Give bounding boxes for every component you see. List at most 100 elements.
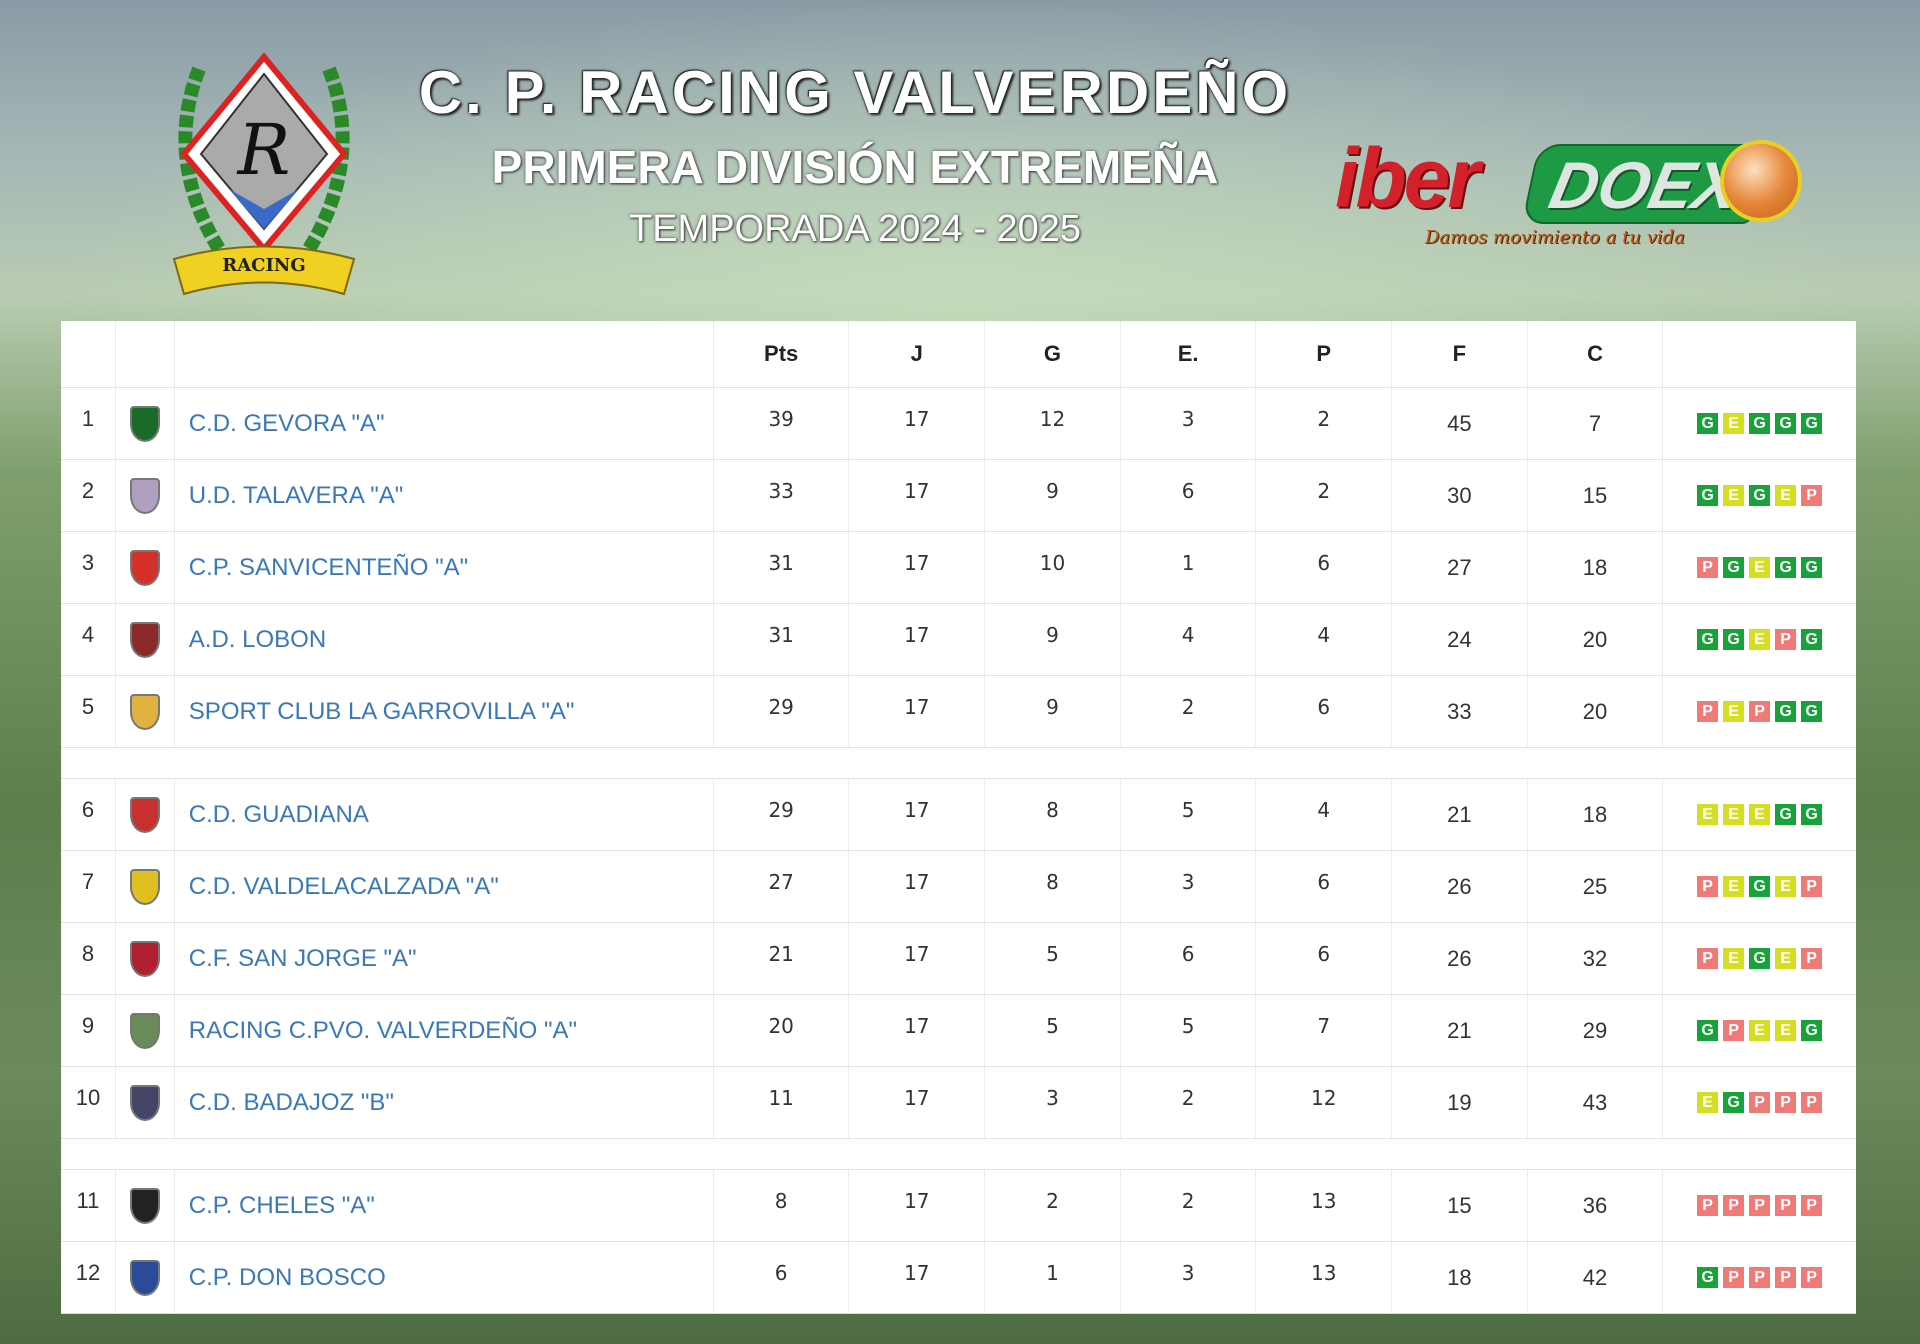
form-badge: G bbox=[1801, 1020, 1823, 1041]
rank: 5 bbox=[61, 676, 116, 747]
team-name-link[interactable]: C.P. SANVICENTEÑO "A" bbox=[175, 532, 714, 603]
table-row: 5 SPORT CLUB LA GARROVILLA "A" 29 17 9 2 6 33 2… bbox=[61, 675, 1856, 747]
goals-against: 15 bbox=[1528, 460, 1664, 531]
team-name-link[interactable]: RACING C.PVO. VALVERDEÑO "A" bbox=[175, 995, 714, 1066]
rank: 7 bbox=[61, 851, 116, 922]
team-name-link[interactable]: C.P. CHELES "A" bbox=[175, 1170, 714, 1241]
team-crest-icon bbox=[116, 851, 175, 922]
table-row: 2 U.D. TALAVERA "A" 33 17 9 6 2 30 15 G E G E P bbox=[61, 459, 1856, 531]
team-name-link[interactable]: C.D. BADAJOZ "B" bbox=[175, 1067, 714, 1138]
drawn: 6 bbox=[1121, 460, 1257, 531]
goals-against: 18 bbox=[1528, 779, 1664, 850]
goals-for: 30 bbox=[1392, 460, 1528, 531]
goals-for: 45 bbox=[1392, 388, 1528, 459]
drawn: 4 bbox=[1121, 604, 1257, 675]
form-badge: E bbox=[1749, 557, 1771, 578]
team-crest-shape bbox=[129, 693, 160, 730]
team-crest-shape bbox=[129, 477, 160, 514]
table-row: 3 C.P. SANVICENTEÑO "A" 31 17 10 1 6 27 18 P G E G G bbox=[61, 531, 1856, 603]
team-name-link[interactable]: C.D. VALDELACALZADA "A" bbox=[175, 851, 714, 922]
table-row: 4 A.D. LOBON 31 17 9 4 4 24 20 G G E P G bbox=[61, 603, 1856, 675]
team-name-link[interactable]: C.D. GEVORA "A" bbox=[175, 388, 714, 459]
lost: 13 bbox=[1256, 1242, 1393, 1313]
form-badge: E bbox=[1697, 804, 1719, 825]
goals-for: 21 bbox=[1392, 995, 1528, 1066]
header-logo bbox=[116, 321, 175, 387]
form-badge: E bbox=[1697, 1092, 1719, 1113]
team-crest-shape bbox=[129, 1187, 160, 1224]
rank: 1 bbox=[61, 388, 116, 459]
form-badge: G bbox=[1749, 948, 1771, 969]
form-badge: P bbox=[1697, 701, 1719, 722]
form-badge: G bbox=[1801, 413, 1823, 434]
form-badge: G bbox=[1801, 557, 1823, 578]
goals-for: 21 bbox=[1392, 779, 1528, 850]
points: 8 bbox=[714, 1170, 850, 1241]
form-badge: E bbox=[1749, 1020, 1771, 1041]
points: 11 bbox=[714, 1067, 850, 1138]
form-badge: E bbox=[1775, 948, 1797, 969]
svg-text:R: R bbox=[236, 109, 291, 191]
drawn: 3 bbox=[1121, 388, 1257, 459]
played: 17 bbox=[849, 851, 986, 922]
points: 6 bbox=[714, 1242, 850, 1313]
won: 10 bbox=[985, 532, 1121, 603]
sponsor-logo-part1: iber bbox=[1335, 131, 1480, 225]
goals-for: 33 bbox=[1392, 676, 1528, 747]
form-badge: E bbox=[1723, 948, 1745, 969]
drawn: 2 bbox=[1121, 1067, 1257, 1138]
page-title: C. P. RACING VALVERDEÑO bbox=[418, 59, 1292, 126]
table-row: 10 C.D. BADAJOZ "B" 11 17 3 2 12 19 43 E G P P P bbox=[61, 1066, 1856, 1138]
team-crest-icon bbox=[116, 995, 175, 1066]
header-played: J bbox=[849, 321, 986, 387]
header-lost: P bbox=[1256, 321, 1393, 387]
form-badge: P bbox=[1801, 1267, 1823, 1288]
goals-for: 18 bbox=[1392, 1242, 1528, 1313]
form-badge: P bbox=[1801, 948, 1823, 969]
played: 17 bbox=[849, 532, 986, 603]
form-badge: G bbox=[1775, 701, 1797, 722]
won: 9 bbox=[985, 604, 1121, 675]
form-badge: G bbox=[1697, 1020, 1719, 1041]
form-badge: G bbox=[1749, 413, 1771, 434]
team-name-link[interactable]: U.D. TALAVERA "A" bbox=[175, 460, 714, 531]
goals-for: 26 bbox=[1392, 851, 1528, 922]
form-badge: G bbox=[1749, 876, 1771, 897]
won: 5 bbox=[985, 923, 1121, 994]
goals-for: 15 bbox=[1392, 1170, 1528, 1241]
points: 20 bbox=[714, 995, 850, 1066]
form-badge: P bbox=[1697, 876, 1719, 897]
team-name-link[interactable]: C.F. SAN JORGE "A" bbox=[175, 923, 714, 994]
team-crest-icon bbox=[116, 532, 175, 603]
played: 17 bbox=[849, 779, 986, 850]
points: 21 bbox=[714, 923, 850, 994]
form-badge: E bbox=[1749, 629, 1771, 650]
lost: 6 bbox=[1256, 676, 1393, 747]
header-drawn: E. bbox=[1121, 321, 1257, 387]
form-badge: E bbox=[1775, 876, 1797, 897]
form-badge: P bbox=[1723, 1195, 1745, 1216]
sponsor-tagline: Damos movimiento a tu vida bbox=[1425, 227, 1685, 248]
team-name-link[interactable]: C.P. DON BOSCO bbox=[175, 1242, 714, 1313]
team-name-link[interactable]: C.D. GUADIANA bbox=[175, 779, 714, 850]
team-crest-icon bbox=[116, 1242, 175, 1313]
won: 8 bbox=[985, 851, 1121, 922]
points: 31 bbox=[714, 532, 850, 603]
drawn: 5 bbox=[1121, 779, 1257, 850]
sponsor-logo: iber DOEX Damos movimiento a tu vida bbox=[1335, 130, 1805, 255]
points: 29 bbox=[714, 779, 850, 850]
form-badge: G bbox=[1697, 485, 1719, 506]
team-name-link[interactable]: A.D. LOBON bbox=[175, 604, 714, 675]
goals-against: 7 bbox=[1528, 388, 1664, 459]
form-badge: G bbox=[1723, 1092, 1745, 1113]
lost: 6 bbox=[1256, 851, 1393, 922]
goals-for: 27 bbox=[1392, 532, 1528, 603]
goals-against: 36 bbox=[1528, 1170, 1664, 1241]
team-name-link[interactable]: SPORT CLUB LA GARROVILLA "A" bbox=[175, 676, 714, 747]
form-badge: E bbox=[1775, 485, 1797, 506]
header-form bbox=[1663, 321, 1856, 387]
